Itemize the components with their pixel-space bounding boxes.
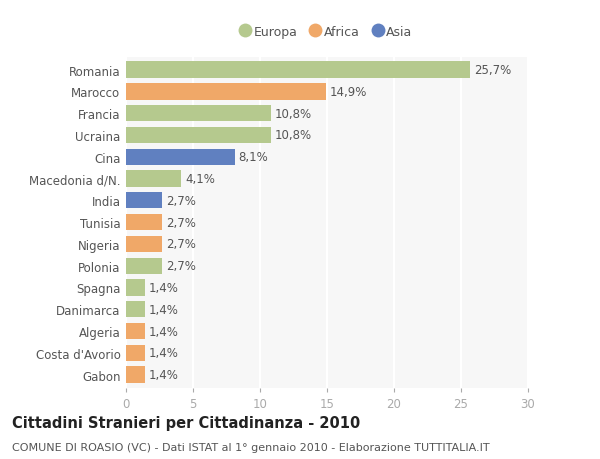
Bar bbox=[126, 280, 145, 296]
Text: 10,8%: 10,8% bbox=[275, 129, 312, 142]
Bar bbox=[126, 171, 181, 187]
Text: 1,4%: 1,4% bbox=[149, 347, 179, 359]
Text: 14,9%: 14,9% bbox=[329, 86, 367, 99]
Bar bbox=[126, 236, 162, 252]
Bar bbox=[126, 345, 145, 361]
Text: 2,7%: 2,7% bbox=[166, 238, 196, 251]
Bar bbox=[126, 323, 145, 340]
Text: 2,7%: 2,7% bbox=[166, 216, 196, 229]
Text: 4,1%: 4,1% bbox=[185, 173, 215, 185]
Bar bbox=[126, 258, 162, 274]
Text: 2,7%: 2,7% bbox=[166, 260, 196, 273]
Text: 8,1%: 8,1% bbox=[239, 151, 268, 164]
Text: 1,4%: 1,4% bbox=[149, 325, 179, 338]
Text: 1,4%: 1,4% bbox=[149, 368, 179, 381]
Bar bbox=[126, 367, 145, 383]
Text: COMUNE DI ROASIO (VC) - Dati ISTAT al 1° gennaio 2010 - Elaborazione TUTTITALIA.: COMUNE DI ROASIO (VC) - Dati ISTAT al 1°… bbox=[12, 442, 490, 452]
Bar bbox=[126, 302, 145, 318]
Text: 10,8%: 10,8% bbox=[275, 107, 312, 120]
Bar bbox=[126, 62, 470, 78]
Text: 25,7%: 25,7% bbox=[475, 64, 512, 77]
Bar bbox=[126, 128, 271, 144]
Bar bbox=[126, 106, 271, 122]
Text: 2,7%: 2,7% bbox=[166, 195, 196, 207]
Text: 1,4%: 1,4% bbox=[149, 281, 179, 294]
Bar bbox=[126, 149, 235, 166]
Legend: Europa, Africa, Asia: Europa, Africa, Asia bbox=[237, 21, 417, 44]
Text: 1,4%: 1,4% bbox=[149, 303, 179, 316]
Bar bbox=[126, 193, 162, 209]
Text: Cittadini Stranieri per Cittadinanza - 2010: Cittadini Stranieri per Cittadinanza - 2… bbox=[12, 415, 360, 431]
Bar bbox=[126, 84, 326, 101]
Bar bbox=[126, 214, 162, 231]
